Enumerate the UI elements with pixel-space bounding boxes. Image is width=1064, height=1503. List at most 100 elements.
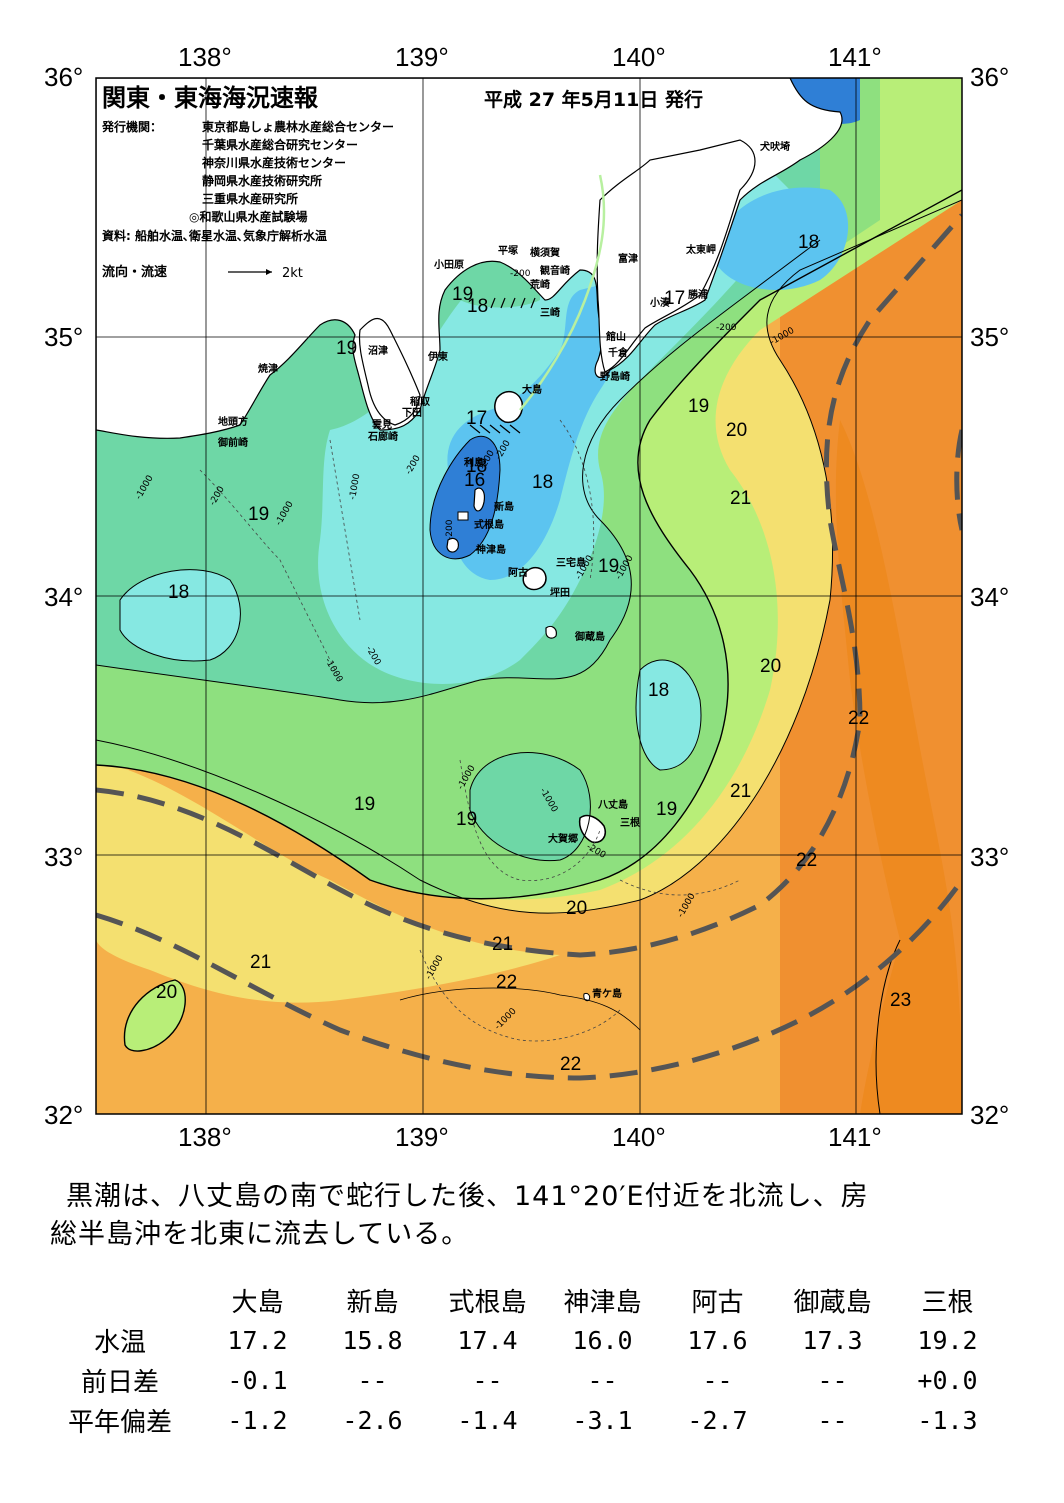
place-label: 稲取 — [410, 395, 431, 408]
current-legend-arrowhead — [266, 269, 272, 275]
isotherm-label: 19 — [688, 396, 709, 417]
depth-contours — [199, 419, 741, 1042]
station-header: 大島 — [231, 1287, 284, 1318]
isotherm-label: 20 — [726, 420, 747, 441]
place-label: 小田原 — [433, 258, 464, 271]
station-header: 新島 — [346, 1287, 399, 1318]
kuroshio-path-south — [96, 878, 962, 1081]
isotherm-label: 22 — [496, 972, 517, 993]
lon-label: 141° — [828, 1122, 882, 1152]
place-label: 坪田 — [550, 586, 570, 599]
station-header: 阿古 — [691, 1287, 744, 1318]
place-label: 太東岬 — [685, 243, 716, 256]
map-header: 関東・東海海況速報 平成 27 年5月11日 発行 発行機関： 東京都島しょ農林… — [101, 84, 703, 281]
lat-label: 33° — [44, 842, 83, 872]
place-label: 焼津 — [258, 362, 278, 375]
place-label: 下田 — [402, 407, 422, 419]
issuer: 千葉県水産総合研究センター — [202, 137, 358, 152]
table-cell: -1.4 — [457, 1405, 518, 1435]
map-frame — [95, 77, 963, 1115]
place-label: 勝浦 — [688, 288, 708, 301]
isotherm-value-labels: 19 18 17 19 17 16 18 19 18 19 18 20 21 1… — [156, 232, 911, 1075]
lat-label: 34° — [44, 582, 83, 612]
place-label: 石廊崎 — [367, 430, 398, 443]
summary-line-2: 総半島沖を北東に流去している。 — [50, 1219, 470, 1250]
table-row: 前日差 -0.1 -- -- -- -- -- +0.0 — [40, 1360, 1005, 1400]
land-hachijo — [578, 814, 606, 844]
lon-label: 139° — [395, 42, 449, 72]
place-names: 犬吠埼 太東岬 勝浦 小湊 富津 横須賀 観音崎 荒崎 三崎 平塚 小田原 館山… — [217, 140, 790, 1000]
land-miyake — [522, 566, 547, 591]
table-cell: 17.2 — [227, 1325, 288, 1355]
isotherm-label: 21 — [250, 952, 271, 973]
isotherm-label: 19 — [656, 799, 677, 820]
table-cell: -- — [817, 1405, 848, 1435]
depth-label: -1000 — [348, 473, 362, 501]
depth-label: -200 — [716, 323, 737, 333]
place-label: 御前崎 — [217, 436, 248, 449]
isotherm-label: 21 — [730, 781, 751, 802]
land-niijima — [473, 487, 485, 512]
land-izu-peninsula — [358, 317, 421, 426]
isotherm-label: 19 — [456, 809, 477, 830]
isotherm-label: 20 — [566, 898, 587, 919]
table-header-row: 大島 新島 式根島 神津島 阿古 御蔵島 三根 — [40, 1280, 1005, 1320]
lon-label: 140° — [612, 1122, 666, 1152]
table-cell: 19.2 — [917, 1325, 978, 1355]
table-cell: -- — [587, 1365, 618, 1395]
isotherm — [429, 435, 501, 560]
isotherm-label: 21 — [492, 934, 513, 955]
lat-label: 32° — [44, 1100, 83, 1130]
station-header: 式根島 — [448, 1287, 527, 1318]
place-label: 館山 — [605, 330, 626, 343]
station-header: 神津島 — [563, 1287, 642, 1318]
lon-label: 138° — [178, 42, 232, 72]
station-header: 三根 — [921, 1287, 974, 1318]
land-boso — [596, 139, 756, 373]
issuer: 静岡県水産技術研究所 — [202, 173, 322, 188]
isotherm-label: 18 — [532, 472, 553, 493]
row-label: 前日差 — [80, 1367, 159, 1398]
situation-summary: 黒潮は、八丈島の南で蛇行した後、141°20′E付近を北流し、房 総半島沖を北東… — [50, 1178, 1030, 1254]
isotherm-label: 18 — [467, 296, 488, 317]
place-label: 地頭方 — [218, 415, 248, 428]
data-sources: 資料: 船舶水温､衛星水温､気象庁解析水温 — [102, 228, 327, 243]
table-cell: 16.0 — [572, 1325, 633, 1355]
land-kozu — [446, 537, 459, 553]
place-label: 千倉 — [608, 346, 629, 359]
place-label: 三根 — [620, 816, 640, 829]
place-label: 野島崎 — [600, 370, 630, 383]
station-header: 御蔵島 — [793, 1287, 872, 1318]
map-title: 関東・東海海況速報 — [102, 84, 319, 112]
lat-label: 32° — [970, 1100, 1009, 1130]
table-row: 水温 17.2 15.8 17.4 16.0 17.6 17.3 19.2 — [40, 1320, 1005, 1360]
current-legend-label: 流向・流速 — [102, 264, 167, 280]
place-label: 犬吠埼 — [760, 140, 790, 153]
place-label: 大賀郷 — [548, 832, 578, 845]
table-cell: -- — [702, 1365, 733, 1395]
isotherm-lines — [96, 189, 962, 1114]
issuer: ◎和歌山県水産試験場 — [189, 209, 307, 224]
place-label: 青ケ島 — [592, 987, 622, 1000]
place-label: 小湊 — [649, 296, 671, 309]
place-label: 富津 — [618, 252, 638, 265]
lat-label: 35° — [44, 322, 83, 352]
issuer: 神奈川県水産技術センター — [202, 155, 346, 170]
isotherm-label: 17 — [466, 408, 487, 429]
place-label: 式根島 — [474, 518, 504, 531]
graticule — [96, 78, 962, 1114]
table-cell: -3.1 — [572, 1405, 633, 1435]
lat-label: 33° — [970, 842, 1009, 872]
isotherm-label: 18 — [466, 456, 487, 477]
table-cell: -- — [817, 1365, 848, 1395]
isotherm — [96, 239, 821, 704]
zone-20-pocket — [124, 980, 186, 1052]
isotherm — [119, 569, 241, 662]
lat-label: 36° — [44, 62, 83, 92]
isotherm-label: 18 — [648, 680, 669, 701]
land-shikine — [457, 511, 469, 521]
place-label: 観音崎 — [540, 264, 570, 277]
lat-label: 34° — [970, 582, 1009, 612]
row-label: 水温 — [93, 1327, 146, 1358]
isotherm-label: 22 — [848, 708, 869, 729]
